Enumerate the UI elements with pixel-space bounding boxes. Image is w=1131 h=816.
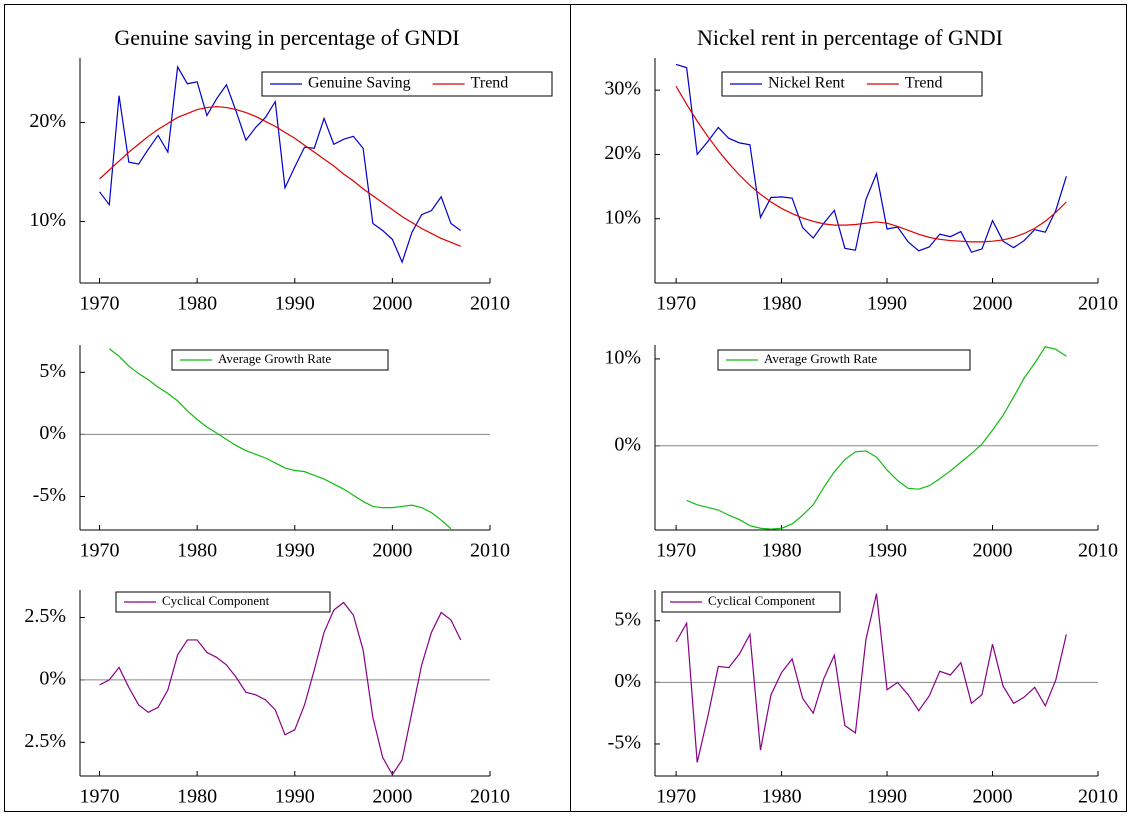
y-tick-label: 30% xyxy=(604,78,641,100)
legend-label: Trend xyxy=(471,75,509,92)
x-tick-label: 1970 xyxy=(656,293,696,315)
y-tick-label: 5% xyxy=(39,360,66,382)
x-tick-label: 1970 xyxy=(80,540,120,562)
series-line xyxy=(99,65,462,264)
y-tick-label: 0% xyxy=(39,422,66,444)
x-tick-label: 1990 xyxy=(275,786,315,808)
x-tick-label: 2010 xyxy=(1078,293,1118,315)
legend-box xyxy=(721,71,983,97)
x-tick-label: 1990 xyxy=(867,540,907,562)
x-tick-label: 1980 xyxy=(177,293,217,315)
x-tick-label: 2000 xyxy=(372,540,412,562)
x-tick-label: 1990 xyxy=(867,293,907,315)
series-line xyxy=(675,85,1067,243)
chart-title: Nickel rent in percentage of GNDI xyxy=(697,25,1003,50)
x-tick-label: 1990 xyxy=(867,786,907,808)
chart-title: Genuine saving in percentage of GNDI xyxy=(114,25,459,50)
x-tick-label: 2000 xyxy=(973,786,1013,808)
series-line xyxy=(675,63,1067,253)
x-tick-label: 2010 xyxy=(470,540,510,562)
y-tick-label: 5% xyxy=(614,608,641,630)
x-tick-label: 1990 xyxy=(275,540,315,562)
x-tick-label: 1970 xyxy=(80,786,120,808)
legend-label: Genuine Saving xyxy=(308,75,411,92)
series-line xyxy=(686,346,1067,530)
legend-box xyxy=(717,349,971,371)
legend-label: Nickel Rent xyxy=(768,75,845,92)
y-tick-label: 2.5% xyxy=(24,605,66,627)
legend-box xyxy=(661,591,841,613)
x-tick-label: 2010 xyxy=(470,293,510,315)
x-tick-label: 1980 xyxy=(762,293,802,315)
x-tick-label: 2000 xyxy=(973,293,1013,315)
x-tick-label: 1990 xyxy=(275,293,315,315)
legend-label: Cyclical Component xyxy=(708,593,816,608)
y-tick-label: 20% xyxy=(604,142,641,164)
x-tick-label: 2000 xyxy=(973,540,1013,562)
legend-box xyxy=(171,349,389,371)
frame xyxy=(4,4,1127,812)
y-tick-label: 0% xyxy=(614,670,641,692)
legend-label: Cyclical Component xyxy=(162,593,270,608)
series-line xyxy=(108,348,452,530)
x-tick-label: 1970 xyxy=(80,293,120,315)
y-tick-label: 20% xyxy=(29,110,66,132)
y-tick-label: 0% xyxy=(614,433,641,455)
x-tick-label: 1980 xyxy=(762,540,802,562)
x-tick-label: 1970 xyxy=(656,786,696,808)
legend-box xyxy=(261,71,553,97)
y-tick-label: 10% xyxy=(29,209,66,231)
y-tick-label: -5% xyxy=(608,732,641,754)
legend-label: Average Growth Rate xyxy=(764,351,877,366)
x-tick-label: 1980 xyxy=(177,786,217,808)
y-tick-label: -5% xyxy=(33,484,66,506)
x-tick-label: 2010 xyxy=(1078,540,1118,562)
x-tick-label: 1970 xyxy=(656,540,696,562)
series-line xyxy=(99,601,462,776)
legend-box xyxy=(115,591,331,613)
legend-label: Trend xyxy=(905,75,943,92)
x-tick-label: 1980 xyxy=(762,786,802,808)
y-tick-label: 10% xyxy=(604,206,641,228)
series-line xyxy=(99,105,461,247)
series-line xyxy=(675,593,1067,763)
x-tick-label: 2010 xyxy=(1078,786,1118,808)
y-tick-label: 0% xyxy=(39,667,66,689)
x-tick-label: 2000 xyxy=(372,786,412,808)
y-tick-label: 10% xyxy=(604,346,641,368)
y-tick-label: 2.5% xyxy=(24,730,66,752)
x-tick-label: 2000 xyxy=(372,293,412,315)
x-tick-label: 2010 xyxy=(470,786,510,808)
x-tick-label: 1980 xyxy=(177,540,217,562)
legend-label: Average Growth Rate xyxy=(218,351,331,366)
